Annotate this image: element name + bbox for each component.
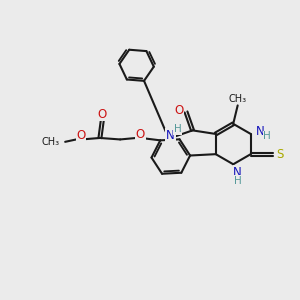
Text: H: H xyxy=(263,131,271,141)
Text: N: N xyxy=(166,129,175,142)
Text: O: O xyxy=(174,104,183,117)
Text: CH₃: CH₃ xyxy=(229,94,247,104)
Text: CH₃: CH₃ xyxy=(42,137,60,147)
Text: N: N xyxy=(256,125,265,138)
Text: S: S xyxy=(276,148,283,161)
Text: O: O xyxy=(76,129,86,142)
Text: O: O xyxy=(136,128,145,141)
Text: H: H xyxy=(234,176,242,186)
Text: H: H xyxy=(174,124,182,134)
Text: O: O xyxy=(98,108,107,121)
Text: N: N xyxy=(233,166,242,179)
